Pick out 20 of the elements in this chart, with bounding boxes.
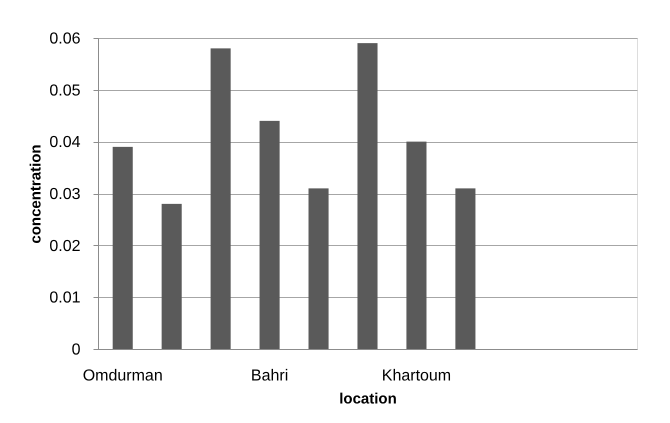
x-axis-title: location	[339, 390, 397, 408]
bar	[455, 188, 476, 349]
x-tick-label: Bahri	[250, 368, 288, 384]
bar	[260, 120, 280, 349]
y-tick-label: 0.03	[49, 186, 81, 203]
y-axis-title: concentration	[27, 144, 44, 244]
y-tick-label: 0.04	[49, 134, 81, 152]
bar	[162, 204, 182, 349]
bar	[406, 142, 426, 349]
bar	[308, 188, 329, 349]
bar	[112, 146, 133, 349]
x-tick-label: Khartoum	[382, 368, 452, 384]
y-tick-label: 0.06	[49, 30, 81, 48]
bar	[210, 48, 231, 349]
y-tick-label: 0	[72, 342, 81, 358]
x-tick-label: Omdurman	[82, 368, 163, 384]
y-tick-label: 0.05	[49, 82, 81, 100]
bar	[357, 43, 378, 349]
y-tick-label: 0.01	[49, 290, 81, 307]
y-tick-label: 0.02	[49, 238, 81, 255]
